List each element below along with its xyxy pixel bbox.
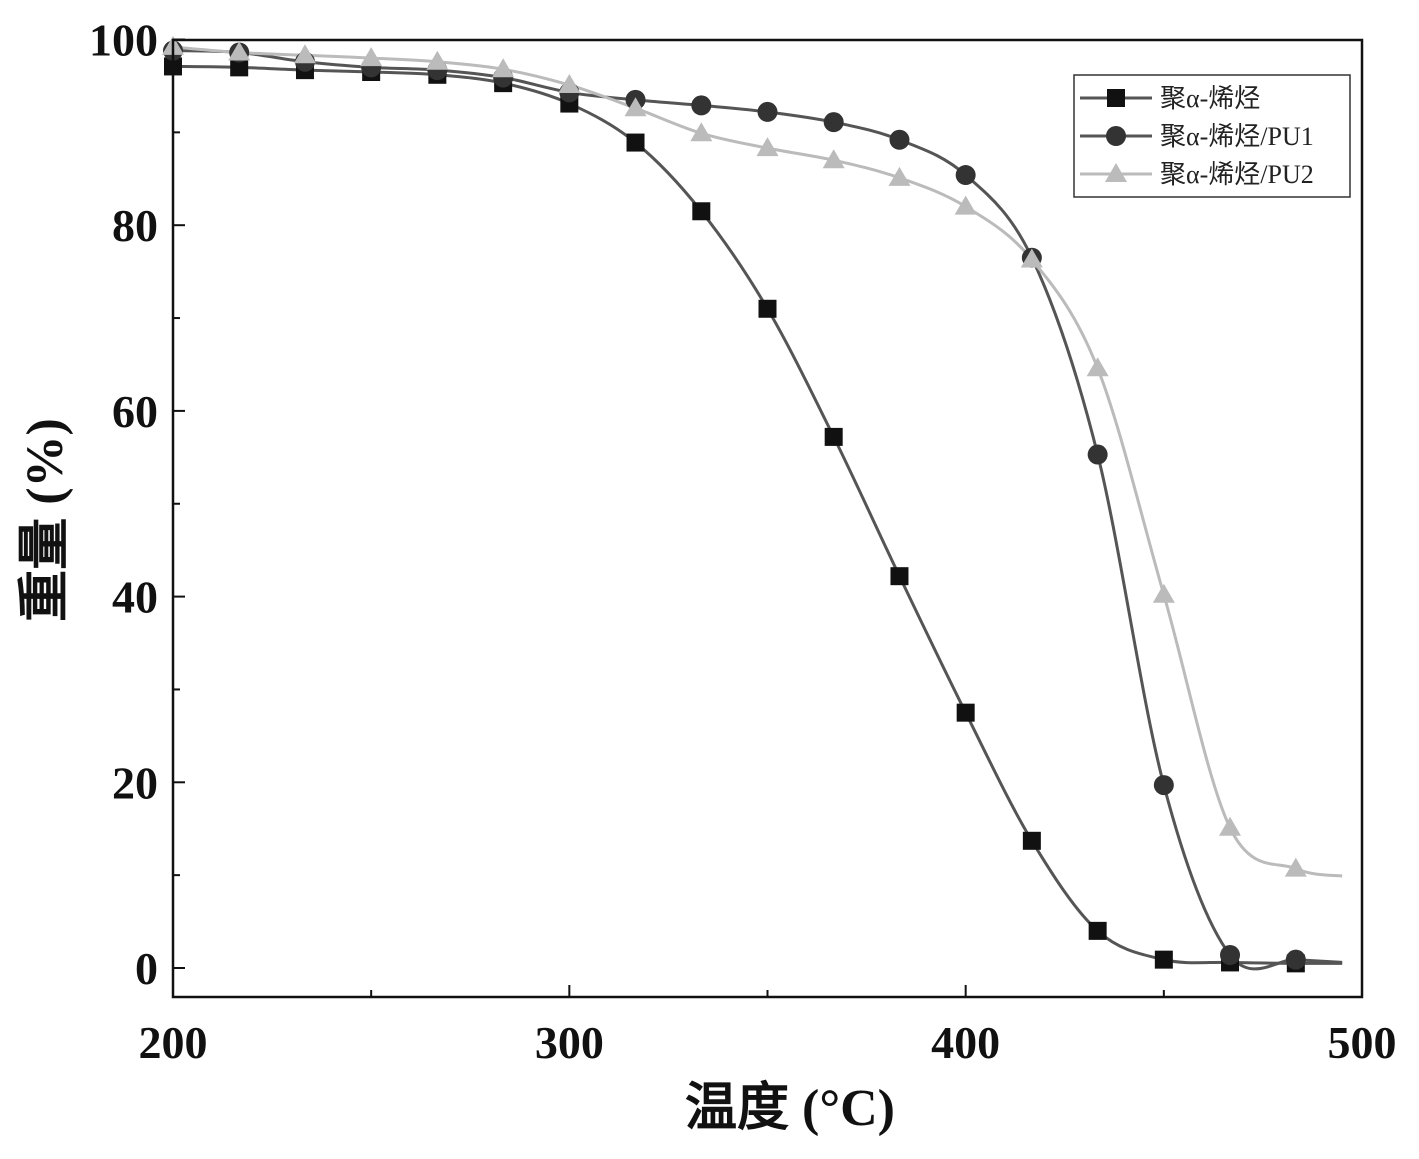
data-point-s3 [955, 196, 977, 215]
y-tick-label: 40 [112, 572, 158, 623]
data-point-s2 [824, 112, 844, 132]
data-point-s3 [1087, 357, 1109, 376]
series-line-1 [173, 66, 1342, 963]
data-point-s2 [1286, 950, 1306, 970]
legend-label-2: 聚α-烯烃/PU1 [1160, 122, 1314, 151]
data-point-s1 [890, 567, 908, 585]
data-point-s2 [889, 130, 909, 150]
data-point-s3 [1153, 584, 1175, 603]
data-point-s2 [691, 95, 711, 115]
legend-label-1: 聚α-烯烃 [1160, 84, 1260, 113]
x-tick-label: 200 [139, 1017, 208, 1068]
data-point-s1 [825, 428, 843, 446]
legend: 聚α-烯烃聚α-烯烃/PU1 聚α-烯烃/PU2 [1074, 75, 1350, 197]
data-point-s1 [1023, 832, 1041, 850]
y-tick-label: 0 [135, 943, 158, 994]
data-point-s1 [627, 134, 645, 152]
x-axis-label: 温度 (°C) [685, 1079, 895, 1137]
legend-marker-2 [1106, 126, 1126, 146]
x-tick-label: 400 [931, 1017, 1000, 1068]
y-tick-label: 20 [112, 757, 158, 808]
data-point-s2 [1220, 945, 1240, 965]
legend-marker-1 [1107, 89, 1125, 107]
y-tick-label: 100 [89, 15, 158, 66]
data-point-s2 [758, 102, 778, 122]
data-point-s2 [956, 165, 976, 185]
data-point-s3 [1219, 817, 1241, 836]
data-point-s1 [1089, 922, 1107, 940]
y-tick-label: 80 [112, 200, 158, 251]
data-point-s1 [692, 202, 710, 220]
data-point-s1 [1155, 951, 1173, 969]
data-point-s1 [957, 704, 975, 722]
data-point-s1 [759, 300, 777, 318]
x-tick-label: 300 [535, 1017, 604, 1068]
legend-label-3: 聚α-烯烃/PU2 [1160, 160, 1314, 189]
tga-chart: 200300400500020406080100 温度 (°C) 重量 (%) … [0, 0, 1419, 1159]
y-tick-label: 60 [112, 386, 158, 437]
data-point-s2 [1154, 775, 1174, 795]
y-axis-label: 重量 (%) [17, 418, 74, 622]
data-point-s2 [1088, 445, 1108, 465]
x-tick-label: 500 [1328, 1017, 1397, 1068]
